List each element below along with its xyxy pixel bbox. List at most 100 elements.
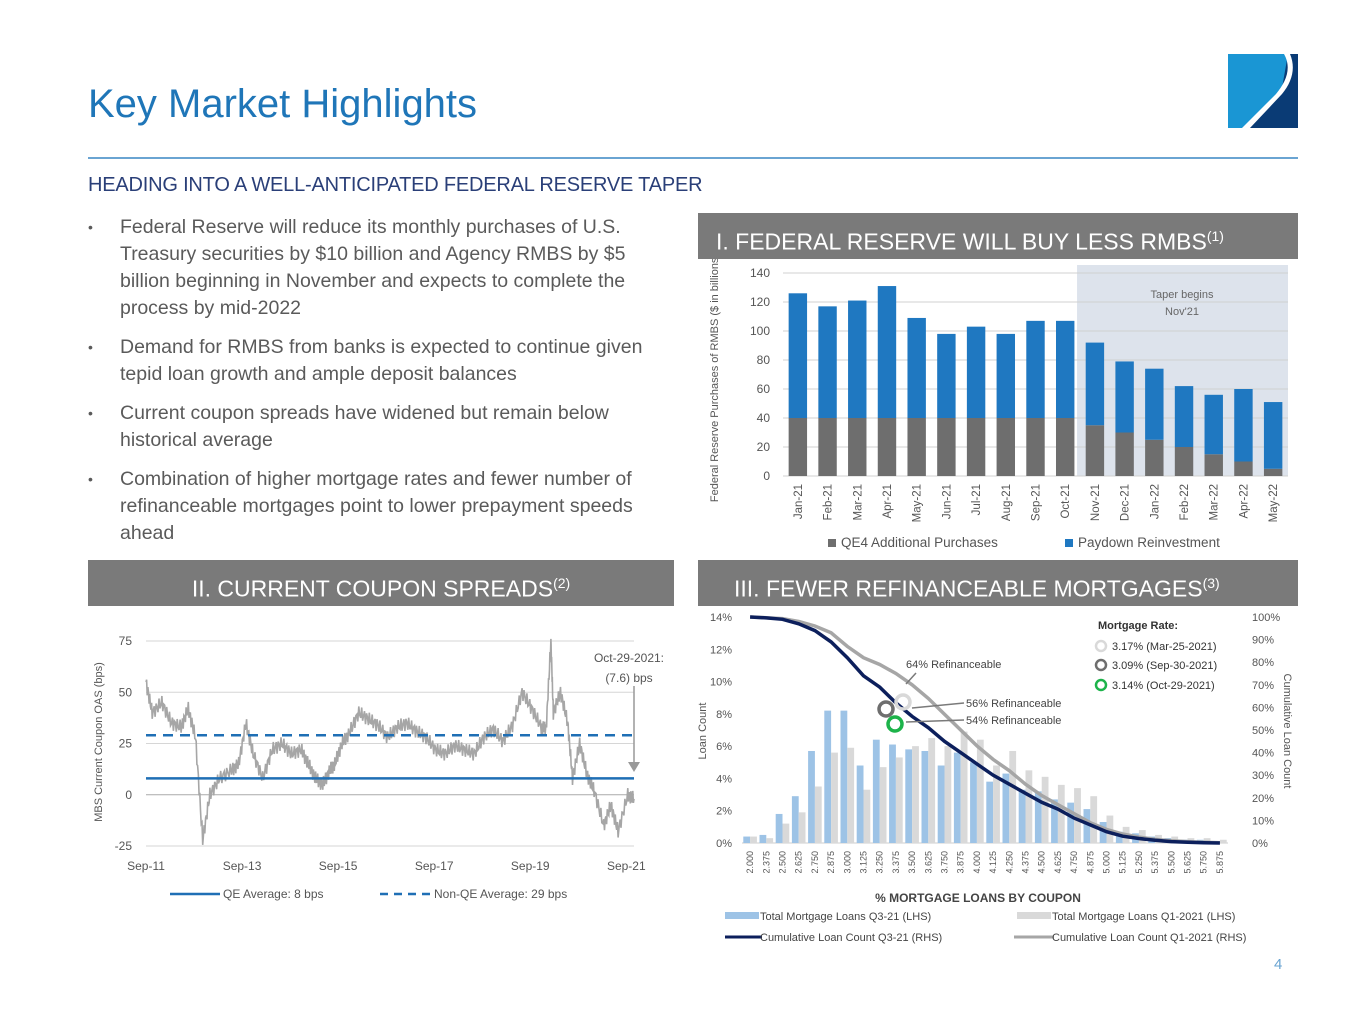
callout-56-label: 56% Refinanceable: [966, 698, 1061, 710]
bar-q3-21: [953, 752, 961, 843]
chart-title: % MORTGAGE LOANS BY COUPON: [875, 891, 1081, 905]
company-logo: [1228, 54, 1298, 128]
x-tick-label: Sep-11: [127, 859, 165, 873]
y-tick-label: 0%: [716, 838, 732, 850]
bar-qe4: [937, 418, 956, 476]
x-tick-label: Jul-21: [971, 484, 983, 515]
x-tick-label: 3.000: [842, 851, 852, 874]
x-tick-label: Sep-15: [319, 859, 358, 873]
callout-arrow-54: [905, 719, 965, 723]
bar-q3-21: [1099, 822, 1107, 843]
x-tick-label: 2.375: [761, 851, 771, 874]
bar-q3-21: [775, 813, 783, 843]
x-tick-label: 2.000: [745, 851, 755, 874]
y-axis-label: MBS Current Coupon OAS (bps): [93, 662, 105, 822]
x-tick-label: Aug-21: [1001, 484, 1013, 521]
bar-paydown: [848, 300, 867, 418]
bar-q3-21: [1018, 789, 1026, 843]
bar-q1-2021: [879, 767, 887, 843]
fed-purchases-chart: 0 20 40 60 80 100 120 140 Jan-21 Feb-21 Mar-21 Apr…: [709, 259, 1288, 550]
y-axis-label: Loan Count: [697, 703, 709, 760]
x-tick-label: 5.500: [1166, 851, 1176, 874]
legend-label-q1-bars: Total Mortgage Loans Q1-2021 (LHS): [1052, 911, 1235, 923]
bar-q1-2021: [814, 786, 822, 843]
legend-label-qe: QE Average: 8 bps: [223, 887, 324, 901]
bar-q1-2021: [1025, 770, 1033, 843]
x-tick-label: Jan-22: [1149, 484, 1161, 519]
x-tick-label: 3.750: [940, 851, 950, 874]
bar-paydown: [877, 286, 897, 418]
bar-q1-2021: [993, 765, 1000, 843]
section-header-fed-purchases: I. FEDERAL RESERVE WILL BUY LESS RMBS(1): [698, 213, 1298, 259]
oas-annotation-line1: Oct-29-2021:: [594, 651, 664, 665]
oas-series-line: [145, 638, 635, 845]
y-tick-label: 60: [757, 382, 771, 396]
x-tick-label: 3.375: [891, 851, 901, 874]
cumulative-line-q3-21: [750, 615, 1220, 845]
bar-paydown: [1174, 386, 1194, 447]
bar-paydown: [1204, 394, 1223, 455]
x-tick-label: Apr-22: [1238, 484, 1250, 519]
bar-qe4: [1115, 432, 1134, 476]
taper-annotation-line1: Taper begins: [1151, 289, 1214, 301]
bar-qe4: [1085, 425, 1105, 476]
x-tick-label: Sep-19: [511, 859, 550, 873]
x-tick-label: 5.750: [1199, 851, 1209, 874]
x-tick-label: Mar-21: [852, 484, 864, 520]
taper-annotation-line2: Nov'21: [1165, 306, 1199, 318]
bar-q3-21: [986, 781, 994, 843]
bar-q3-21: [1083, 809, 1091, 843]
x-tick-label: Sep-17: [415, 859, 454, 873]
rate-marker-mar-2021: [894, 693, 912, 711]
y-tick-label: 12%: [710, 644, 732, 656]
x-tick-label: 4.625: [1053, 851, 1063, 874]
bar-q3-21: [921, 750, 929, 843]
x-tick-label: 3.250: [875, 851, 885, 874]
legend-label-q3-line: Cumulative Loan Count Q3-21 (RHS): [760, 932, 942, 944]
bullet-text: Combination of higher mortgage rates and…: [120, 468, 633, 544]
bar-q1-2021: [766, 838, 774, 843]
x-tick-label: 4.750: [1069, 851, 1079, 874]
y-axis-label: Federal Reserve Purchases of RMBS ($ in …: [709, 259, 721, 502]
bar-q3-21: [872, 739, 880, 843]
bar-qe4: [1145, 439, 1164, 476]
y-tick-label: -25: [115, 839, 133, 853]
bar-paydown: [818, 306, 837, 418]
x-tick-label: 2.500: [778, 851, 788, 874]
marker-legend-oct: 3.14% (Oct-29-2021): [1112, 680, 1215, 692]
bullet-item: • Demand for RMBS from banks is expected …: [88, 334, 678, 388]
y-tick-label: 120: [750, 295, 770, 309]
x-tick-label: Nov-21: [1090, 484, 1102, 521]
bar-paydown: [1234, 389, 1253, 462]
y-tick-label: 40: [757, 411, 771, 425]
y2-tick-label: 50%: [1252, 725, 1274, 737]
bar-paydown: [1145, 368, 1164, 440]
x-tick-label: 5.625: [1183, 851, 1193, 874]
legend-label-q1-line: Cumulative Loan Count Q1-2021 (RHS): [1052, 932, 1246, 944]
bar-q3-21: [743, 836, 751, 843]
bar-q1-2021: [1009, 750, 1017, 843]
bar-q3-21: [937, 765, 945, 843]
bar-qe4: [1263, 468, 1283, 476]
annotation-arrow-head-icon: [628, 762, 640, 772]
bar-qe4: [1234, 461, 1253, 476]
y-tick-label: 2%: [716, 806, 732, 818]
y2-tick-label: 0%: [1252, 838, 1268, 850]
y2-tick-label: 40%: [1252, 748, 1274, 760]
x-tick-label: Sep-13: [223, 859, 262, 873]
legend-label-paydown: Paydown Reinvestment: [1078, 535, 1220, 550]
page-title: Key Market Highlights: [88, 82, 478, 126]
bullet-icon: •: [88, 339, 93, 355]
legend-swatch-q1-bars: [1017, 912, 1051, 919]
bar-paydown: [1115, 361, 1134, 433]
coupon-spreads-chart: -25 0 25 50 75 Sep-11 Sep-13 Sep-15 Sep-17 Sep-1…: [93, 634, 664, 901]
bullet-item: • Current coupon spreads have widened but…: [88, 400, 678, 454]
section-header-refinanceable: III. FEWER REFINANCEABLE MORTGAGES(3): [698, 560, 1298, 606]
x-tick-label: 5.250: [1134, 851, 1144, 874]
marker-legend-icon-mar: [1094, 639, 1108, 653]
bar-paydown: [966, 326, 986, 418]
x-tick-label: 4.500: [1037, 851, 1047, 874]
bullet-item: • Federal Reserve will reduce its monthly…: [88, 214, 678, 322]
bullet-icon: •: [88, 219, 93, 235]
bar-q1-2021: [1203, 838, 1211, 843]
